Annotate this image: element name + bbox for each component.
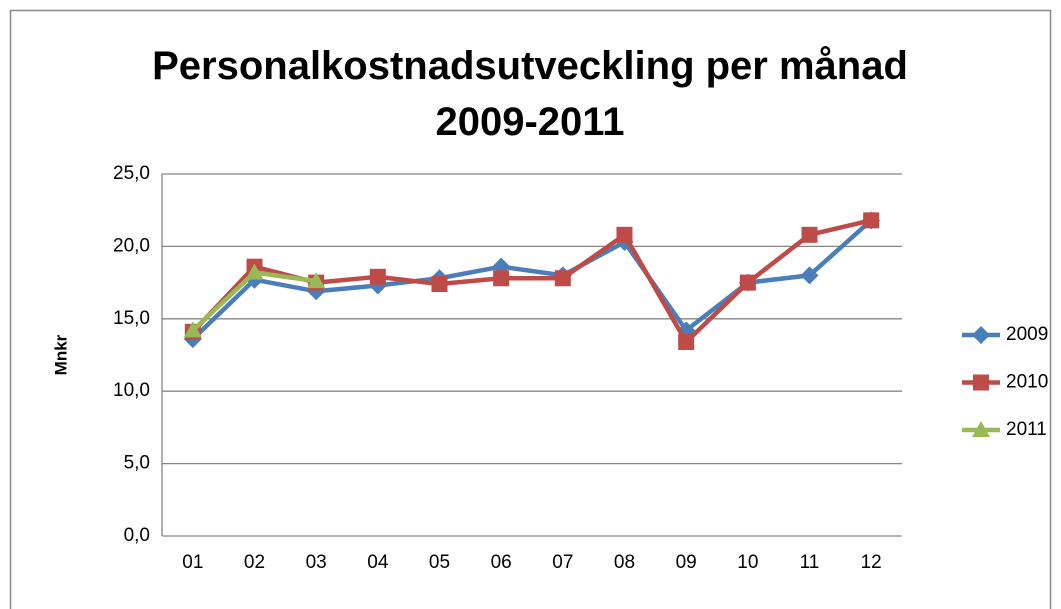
marker (739, 274, 756, 291)
legend-label: 2010 (1006, 372, 1048, 393)
marker (493, 270, 510, 287)
chart-title: Personalkostnadsutveckling per månad 200… (152, 44, 908, 144)
chart-border (9, 9, 1052, 609)
x-tick-label: 05 (429, 552, 450, 573)
x-tick-label: 03 (306, 552, 327, 573)
marker (863, 212, 880, 229)
legend-marker (973, 374, 989, 391)
y-tick-label: 10,0 (113, 380, 150, 401)
marker (245, 263, 264, 280)
legend-label: 2009 (1006, 324, 1048, 345)
y-axis-label: Mnkr (51, 334, 70, 375)
y-tick-label: 15,0 (113, 308, 150, 329)
x-tick-label: 12 (861, 552, 882, 573)
y-tick-label: 0,0 (124, 525, 150, 546)
marker (801, 226, 818, 243)
x-tick-label: 02 (244, 552, 265, 573)
series-line (191, 218, 873, 341)
y-tick-label: 25,0 (113, 163, 150, 184)
marker (554, 270, 571, 287)
legend-marker (972, 326, 990, 344)
x-tick-label: 07 (552, 552, 573, 573)
marker (369, 268, 386, 285)
marker (183, 321, 202, 338)
x-tick-label: 11 (800, 552, 820, 573)
x-tick-label: 09 (676, 552, 697, 573)
x-tick-label: 01 (182, 552, 203, 573)
x-tick-label: 10 (737, 552, 758, 573)
marker (431, 276, 448, 293)
x-tick-label: 04 (367, 552, 389, 573)
marker (616, 226, 633, 243)
y-tick-label: 20,0 (113, 235, 150, 256)
legend-marker (972, 421, 990, 437)
x-tick-label: 08 (614, 552, 635, 573)
marker (307, 272, 326, 289)
legend-label: 2011 (1006, 419, 1047, 440)
x-tick-label: 06 (491, 552, 512, 573)
marker (800, 266, 819, 285)
y-tick-label: 5,0 (124, 453, 150, 474)
marker (678, 333, 695, 350)
